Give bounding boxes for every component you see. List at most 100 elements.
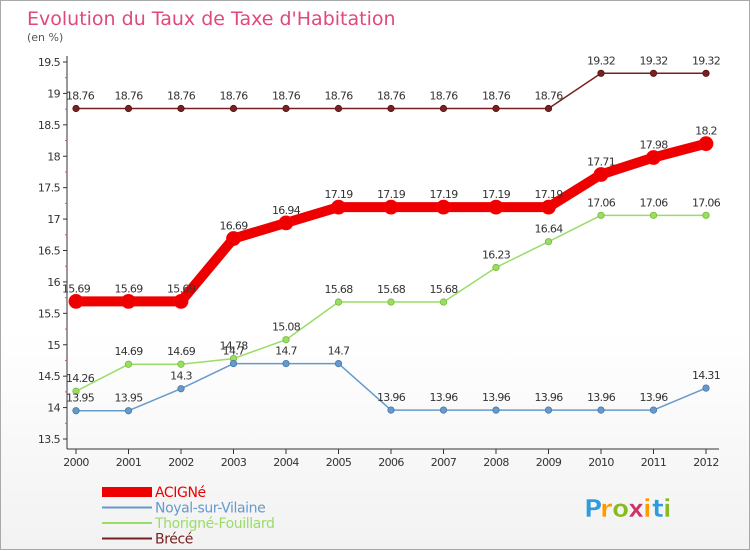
data-label: 13.96 <box>535 391 564 404</box>
y-tick-label: 18.5 <box>38 119 61 132</box>
data-point <box>72 104 80 113</box>
data-point <box>229 104 238 113</box>
y-tick-label: 19.5 <box>38 56 61 69</box>
data-point <box>544 238 553 246</box>
legend-label: Noyal-sur-Vilaine <box>155 501 265 517</box>
x-tick-label: 2008 <box>483 456 509 469</box>
data-label: 14.26 <box>66 372 95 385</box>
legend-item: ACIGNé <box>102 485 206 501</box>
x-tick-label: 2004 <box>273 456 299 469</box>
data-label: 18.76 <box>430 89 459 102</box>
series-layer: 18.76 18.76 18.76 18.76 18.76 18.76 18.76 18.76… <box>62 54 721 415</box>
proxiti-logo: Pr oxi t i <box>584 494 672 524</box>
x-tick-label: 2010 <box>588 456 614 469</box>
data-label: 19.32 <box>692 54 720 67</box>
data-point <box>439 298 448 306</box>
data-label: 17.19 <box>482 188 511 201</box>
data-point <box>597 211 605 219</box>
series-labels-0: 15.69 15.69 15.69 16.69 16.94 17.19 17.19 17.19… <box>62 125 718 296</box>
data-label: 18.76 <box>272 89 301 102</box>
data-point <box>173 293 189 309</box>
x-tick-label: 2007 <box>431 456 457 469</box>
data-label: 16.69 <box>220 220 249 233</box>
series-labels-1: 13.95 13.95 14.3 14.7 14.7 14.7 13.96 13.96 13.9… <box>66 345 721 405</box>
data-label: 18.76 <box>167 89 196 102</box>
data-label: 14.7 <box>275 345 297 358</box>
data-point <box>439 104 448 113</box>
data-label: 13.96 <box>430 391 459 404</box>
data-point <box>282 104 290 113</box>
data-point <box>72 407 80 415</box>
series-labels-3: 18.76 18.76 18.76 18.76 18.76 18.76 18.76 18.76… <box>66 54 721 102</box>
x-tick-label: 2003 <box>221 456 247 469</box>
data-point <box>124 360 133 368</box>
data-label: 14.3 <box>170 370 192 383</box>
data-point <box>334 359 343 368</box>
data-label: 17.06 <box>587 196 616 209</box>
y-tick-label: 13.5 <box>38 433 61 446</box>
y-tick-label: 14.5 <box>38 370 61 383</box>
series-0 <box>68 136 714 309</box>
legend-label: ACIGNé <box>155 485 206 501</box>
y-tick-label: 15 <box>47 339 60 352</box>
y-tick-label: 16.5 <box>38 245 61 258</box>
logo-letter: i <box>663 494 672 523</box>
data-point <box>492 406 500 414</box>
data-point <box>492 263 500 272</box>
data-label: 17.06 <box>692 196 721 209</box>
data-label: 18.76 <box>535 89 564 102</box>
data-point <box>177 385 185 393</box>
data-point <box>541 199 556 215</box>
data-label: 17.71 <box>587 155 615 168</box>
series-2 <box>72 211 710 395</box>
data-label: 14.7 <box>223 345 245 358</box>
y-tick-label: 14 <box>47 402 60 415</box>
data-point <box>593 167 609 182</box>
data-point <box>488 199 504 215</box>
data-label: 18.76 <box>220 89 249 102</box>
data-label: 13.96 <box>640 391 669 404</box>
data-point <box>649 211 658 219</box>
data-point <box>278 215 294 231</box>
legend-label: Thorigné-Fouillard <box>154 516 275 532</box>
data-label: 17.19 <box>377 188 406 201</box>
data-point <box>226 231 241 246</box>
data-point <box>282 336 290 344</box>
data-point <box>597 69 605 77</box>
chart-title: Evolution du Taux de Taxe d'Habitation <box>27 8 396 30</box>
logo-letter: i <box>643 494 652 523</box>
data-point <box>177 360 185 368</box>
logo-letter: P <box>584 494 602 523</box>
data-label: 15.68 <box>430 283 459 296</box>
data-point <box>72 387 80 395</box>
data-point <box>702 211 710 219</box>
x-tick-label: 2001 <box>116 456 142 469</box>
data-label: 16.94 <box>272 204 301 217</box>
y-tick-label: 18 <box>47 150 60 163</box>
legend-label: Brécé <box>155 532 193 548</box>
data-label: 15.68 <box>377 283 406 296</box>
legend-item: Noyal-sur-Vilaine <box>102 501 266 517</box>
data-label: 15.68 <box>325 283 354 296</box>
x-tick-label: 2012 <box>693 456 719 469</box>
data-label: 17.19 <box>430 188 459 201</box>
legend-item: Thorigné-Fouillard <box>102 516 275 532</box>
legend: ACIGNéNoyal-sur-VilaineThorigné-Fouillar… <box>102 485 275 548</box>
x-tick-label: 2005 <box>326 456 352 469</box>
data-point <box>387 298 395 306</box>
data-point <box>698 136 714 152</box>
data-point <box>121 293 136 309</box>
data-point <box>387 104 395 113</box>
data-point <box>387 406 395 414</box>
data-label: 17.19 <box>325 188 354 201</box>
data-label: 15.69 <box>167 282 196 295</box>
data-label: 18.76 <box>377 89 406 102</box>
data-label: 17.98 <box>640 139 669 152</box>
data-point <box>68 293 84 309</box>
data-label: 14.7 <box>328 345 350 358</box>
data-label: 15.69 <box>62 282 91 295</box>
y-tick-label: 17.5 <box>38 182 61 195</box>
data-label: 17.06 <box>640 196 669 209</box>
